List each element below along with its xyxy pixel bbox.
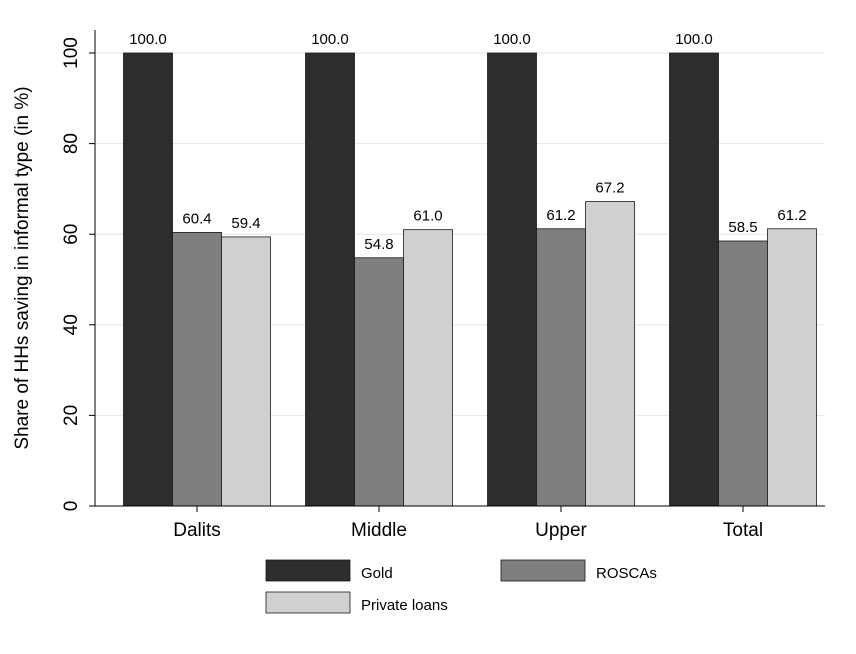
legend-swatch-private-loans <box>265 591 351 614</box>
y-axis-title: Share of HHs saving in informal type (in… <box>12 86 33 449</box>
value-label: 58.5 <box>728 219 757 236</box>
bar-roscas-upper <box>536 228 586 507</box>
y-tick-label: 0 <box>61 501 82 512</box>
x-tick-label: Total <box>723 520 763 541</box>
value-label: 61.2 <box>546 207 575 224</box>
y-tick-label: 20 <box>61 405 82 426</box>
legend-swatch-roscas <box>500 559 586 582</box>
value-label: 54.8 <box>364 236 393 253</box>
bar-gold-middle <box>305 52 355 507</box>
x-ticks: Dalits Middle Upper Total <box>173 506 763 541</box>
bars <box>123 52 817 507</box>
value-label: 61.0 <box>413 208 442 225</box>
bar-roscas-total <box>718 240 768 507</box>
value-label: 100.0 <box>129 31 167 48</box>
bar-roscas-dalits <box>172 231 222 507</box>
bar-gold-upper <box>487 52 537 507</box>
bar-gold-total <box>669 52 719 507</box>
y-tick-label: 80 <box>61 133 82 154</box>
legend-label: ROSCAs <box>596 565 657 582</box>
value-labels: 100.0 60.4 59.4 100.0 54.8 61.0 100.0 61.2 67.2 1… <box>129 31 806 253</box>
legend-swatch-gold <box>265 559 351 582</box>
bar-gold-dalits <box>123 52 173 507</box>
bar-private-loans-dalits <box>221 236 271 507</box>
value-label: 100.0 <box>311 31 349 48</box>
x-tick-label: Upper <box>535 520 587 541</box>
axes <box>94 30 825 507</box>
value-label: 61.2 <box>777 207 806 224</box>
y-tick-label: 100 <box>61 37 82 69</box>
legend-label: Private loans <box>361 597 448 614</box>
value-label: 100.0 <box>493 31 531 48</box>
legend-label: Gold <box>361 565 393 582</box>
legend: Gold ROSCAs Private loans <box>265 559 657 614</box>
y-tick-label: 60 <box>61 224 82 245</box>
value-label: 67.2 <box>595 180 624 197</box>
bar-private-loans-total <box>767 228 817 507</box>
y-ticks: 0 20 40 60 80 100 <box>61 37 95 511</box>
bar-private-loans-upper <box>585 201 635 507</box>
value-label: 60.4 <box>182 210 211 227</box>
value-label: 100.0 <box>675 31 713 48</box>
x-tick-label: Middle <box>351 520 407 541</box>
value-label: 59.4 <box>231 215 260 232</box>
bar-roscas-middle <box>354 257 404 507</box>
x-tick-label: Dalits <box>173 520 221 541</box>
y-tick-label: 40 <box>61 314 82 335</box>
bar-private-loans-middle <box>403 229 453 507</box>
